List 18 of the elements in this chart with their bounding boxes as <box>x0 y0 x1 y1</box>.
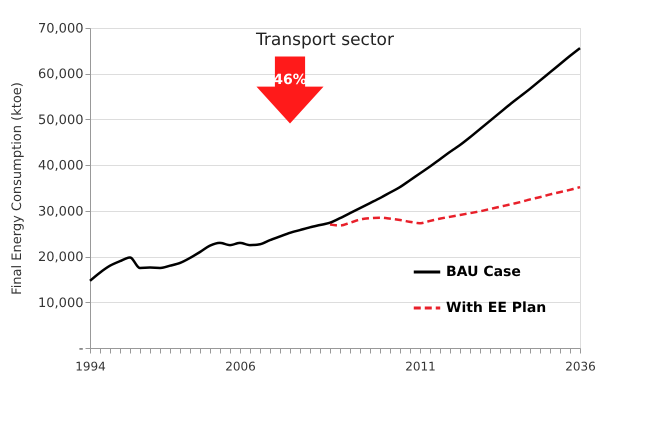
x-tick-label: 2006 <box>225 360 256 374</box>
y-tick-label: 70,000 <box>38 22 84 36</box>
y-tick-label: 20,000 <box>38 250 84 266</box>
y-tick-label: 10,000 <box>38 296 84 311</box>
y-tick-label: 50,000 <box>38 112 84 128</box>
legend-label: With EE Plan <box>446 300 546 316</box>
legend-label: BAU Case <box>446 264 521 280</box>
y-tick-label: - <box>78 342 84 356</box>
y-tick-label: 40,000 <box>38 158 84 174</box>
x-tick-label: 2011 <box>405 360 436 374</box>
annotation: Transport sector <box>255 30 394 50</box>
y-tick-label: 60,000 <box>38 67 84 82</box>
x-tick-label: 1994 <box>75 360 106 374</box>
x-tick-label: 2036 <box>565 360 596 374</box>
y-tick-label: 30,000 <box>38 204 84 220</box>
y-axis-title: Final Energy Consumption (ktoe) <box>10 82 26 295</box>
line-series <box>88 46 582 282</box>
line-series <box>328 186 582 227</box>
